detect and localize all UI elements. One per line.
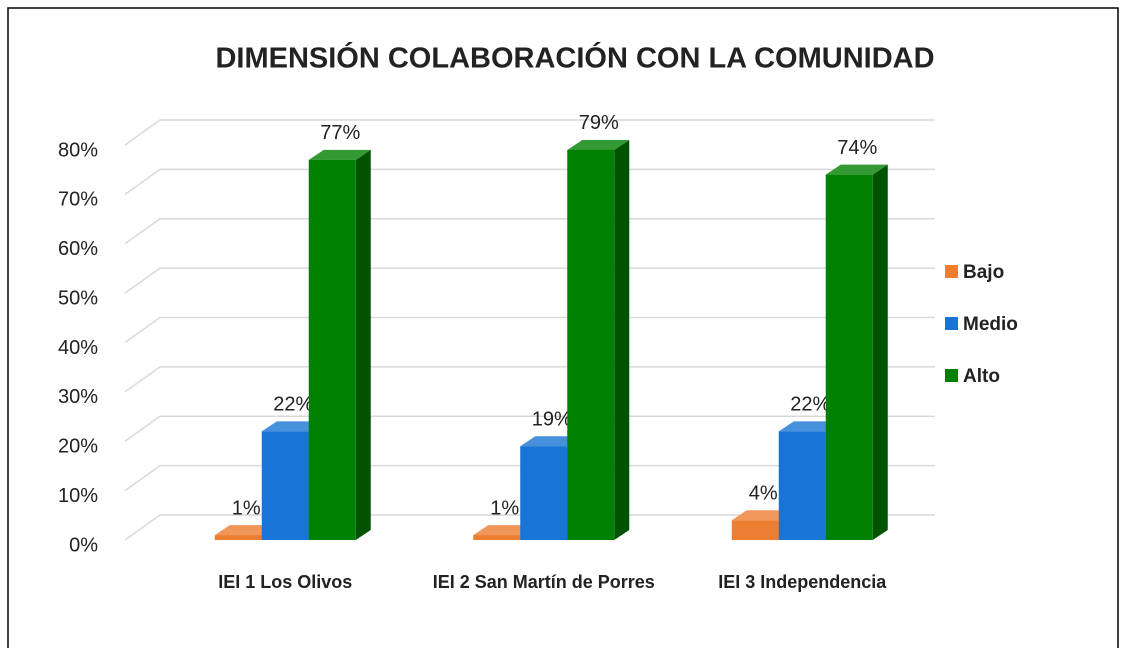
chart-title: DIMENSIÓN COLABORACIÓN CON LA COMUNIDAD xyxy=(215,41,934,75)
x-tick-label: IEI 2 San Martín de Porres xyxy=(432,572,655,592)
bar xyxy=(308,149,371,540)
x-tick-label: IEI 3 Independencia xyxy=(718,572,887,592)
bar-top xyxy=(473,525,536,536)
bar xyxy=(520,436,583,540)
bar-front xyxy=(214,535,262,540)
legend-label: Medio xyxy=(963,314,1018,335)
bar-top xyxy=(261,421,324,432)
data-label: 4% xyxy=(749,483,778,505)
x-tick-label: IEI 1 Los Olivos xyxy=(218,572,353,592)
grid-line xyxy=(124,514,935,541)
grid-line xyxy=(124,119,935,146)
y-tick-label: 40% xyxy=(58,337,98,359)
data-label: 1% xyxy=(490,497,519,519)
bar-front xyxy=(520,446,568,540)
bar xyxy=(825,164,888,540)
bar-top xyxy=(778,421,841,432)
y-tick-label: 0% xyxy=(69,534,98,556)
grid-line xyxy=(124,316,935,344)
bar-front xyxy=(731,520,779,540)
y-tick-label: 20% xyxy=(58,436,98,458)
bar-front xyxy=(567,149,615,540)
legend-swatch xyxy=(945,369,958,382)
legend-swatch xyxy=(945,317,958,330)
data-label: 74% xyxy=(837,137,877,159)
bar-front xyxy=(778,431,826,540)
data-label: 1% xyxy=(232,497,261,519)
bar-top xyxy=(731,510,794,521)
y-tick-label: 70% xyxy=(58,189,98,211)
data-label: 77% xyxy=(320,122,360,144)
bar-top xyxy=(214,525,277,536)
chart-border xyxy=(7,7,1119,648)
bar-top xyxy=(825,164,888,175)
legend-label: Bajo xyxy=(963,262,1004,283)
data-label: 22% xyxy=(273,394,313,416)
bar-side xyxy=(614,139,630,540)
bar-top xyxy=(567,139,630,150)
bar-front xyxy=(825,174,873,540)
legend-swatch xyxy=(945,265,958,278)
bar-top xyxy=(308,149,371,160)
data-label: 19% xyxy=(532,408,572,430)
data-label: 22% xyxy=(790,394,830,416)
bar-front xyxy=(261,431,309,540)
y-tick-label: 60% xyxy=(58,238,98,260)
grid-line xyxy=(124,267,935,294)
bar-top xyxy=(520,436,583,447)
bar-side xyxy=(355,149,371,540)
data-label: 79% xyxy=(579,112,619,134)
y-tick-label: 50% xyxy=(58,287,98,309)
bar xyxy=(567,139,630,540)
grid-line xyxy=(124,415,935,442)
y-tick-label: 30% xyxy=(58,386,98,408)
bar-front xyxy=(473,535,521,540)
bar-side xyxy=(872,164,888,540)
grid-line xyxy=(124,464,935,492)
y-tick-label: 10% xyxy=(58,485,98,507)
bar xyxy=(731,510,794,540)
grid-line xyxy=(124,218,935,245)
legend-label: Alto xyxy=(963,366,1000,387)
y-tick-label: 80% xyxy=(58,139,98,161)
grid-line xyxy=(124,168,935,195)
bar-front xyxy=(308,159,356,540)
grid-line xyxy=(124,366,935,393)
